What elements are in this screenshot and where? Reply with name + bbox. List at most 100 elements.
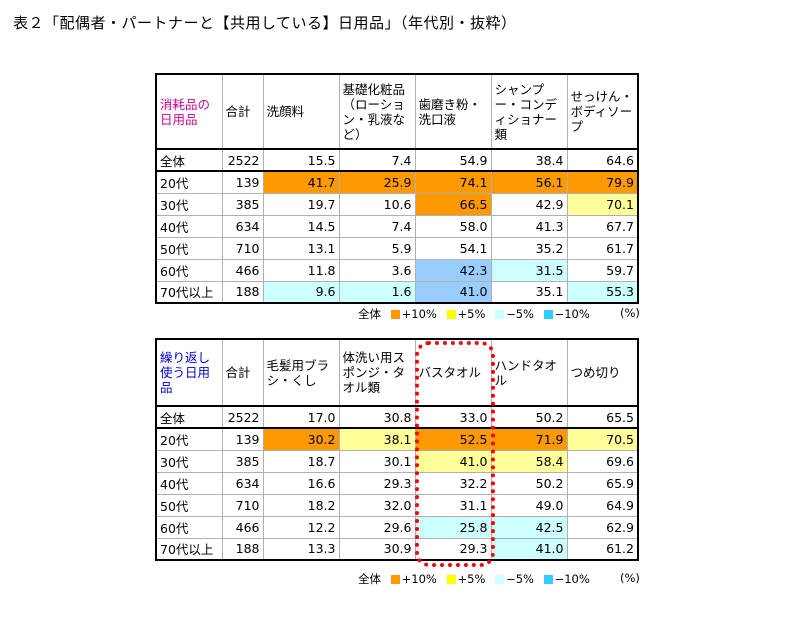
total-header: 合計 [221, 73, 264, 150]
table-row: 40代 634 14.5 7.4 58.0 41.3 67.7 [155, 214, 639, 238]
table-row: 60代 466 11.8 3.6 42.3 31.5 59.7 [155, 258, 639, 282]
age-group-label: 50代 [155, 236, 223, 260]
value-cell: 7.4 [338, 214, 416, 238]
value-cell: 41.3 [490, 214, 568, 238]
table-row: 50代 710 13.1 5.9 54.1 35.2 61.7 [155, 236, 639, 260]
table-row: 30代 385 18.7 30.1 41.0 58.4 69.6 [155, 449, 639, 473]
value-cell: 64.6 [566, 148, 639, 172]
value-cell: 42.9 [490, 192, 568, 216]
value-cell: 41.0 [414, 449, 492, 473]
column-header: つめ切り [566, 338, 639, 407]
value-cell: 25.9 [338, 170, 416, 194]
age-group-label: 30代 [155, 192, 223, 216]
legend-plus5: +5% [457, 307, 486, 321]
value-cell: 55.3 [566, 280, 639, 304]
value-cell: 29.3 [414, 537, 492, 561]
sample-size: 2522 [221, 405, 264, 429]
legend-plus5: +5% [457, 572, 486, 586]
value-cell: 13.3 [262, 537, 340, 561]
bath-towel-highlight-frame [415, 341, 495, 567]
value-cell: 54.9 [414, 148, 492, 172]
value-cell: 25.8 [414, 515, 492, 539]
column-header: せっけん・ボディソープ [566, 73, 639, 150]
value-cell: 30.8 [338, 405, 416, 429]
value-cell: 35.1 [490, 280, 568, 304]
plus5-swatch-icon [446, 574, 456, 584]
value-cell: 38.1 [338, 427, 416, 451]
value-cell: 9.6 [262, 280, 340, 304]
unit-label-1: (%) [620, 306, 640, 320]
sample-size: 466 [221, 258, 264, 282]
age-group-label: 60代 [155, 515, 223, 539]
value-cell: 16.6 [262, 471, 340, 495]
age-group-label: 50代 [155, 493, 223, 517]
sample-size: 634 [221, 214, 264, 238]
legend-2: 全体 +10% +5% −5% −10% [358, 571, 590, 587]
value-cell: 7.4 [338, 148, 416, 172]
value-cell: 79.9 [566, 170, 639, 194]
column-header: ハンドタオル [490, 338, 568, 407]
legend-1: 全体 +10% +5% −5% −10% [358, 306, 590, 322]
age-group-label: 30代 [155, 449, 223, 473]
value-cell: 38.4 [490, 148, 568, 172]
header-row: 繰り返し 使う日用品 合計 毛髪用ブラシ・くし 体洗い用スポンジ・タオル類 バスタオルハ… [155, 338, 639, 407]
table-row: 70代以上 188 9.6 1.6 41.0 35.1 55.3 [155, 280, 639, 304]
value-cell: 32.0 [338, 493, 416, 517]
value-cell: 62.9 [566, 515, 639, 539]
value-cell: 66.5 [414, 192, 492, 216]
value-cell: 29.3 [338, 471, 416, 495]
value-cell: 1.6 [338, 280, 416, 304]
value-cell: 65.5 [566, 405, 639, 429]
column-header: 体洗い用スポンジ・タオル類 [338, 338, 416, 407]
sample-size: 2522 [221, 148, 264, 172]
value-cell: 29.6 [338, 515, 416, 539]
value-cell: 70.5 [566, 427, 639, 451]
value-cell: 30.2 [262, 427, 340, 451]
sample-size: 139 [221, 170, 264, 194]
age-group-label: 70代以上 [155, 537, 223, 561]
value-cell: 70.1 [566, 192, 639, 216]
column-header: 歯磨き粉・洗口液 [414, 73, 492, 150]
minus10-swatch-icon [543, 574, 553, 584]
value-cell: 18.7 [262, 449, 340, 473]
value-cell: 42.3 [414, 258, 492, 282]
value-cell: 15.5 [262, 148, 340, 172]
legend-plus10: +10% [401, 307, 437, 321]
reusable-items-table: 繰り返し 使う日用品 合計 毛髪用ブラシ・くし 体洗い用スポンジ・タオル類 バスタオルハ… [155, 338, 639, 561]
value-cell: 71.9 [490, 427, 568, 451]
value-cell: 59.7 [566, 258, 639, 282]
value-cell: 35.2 [490, 236, 568, 260]
sample-size: 710 [221, 493, 264, 517]
minus5-swatch-icon [495, 309, 505, 319]
table-category-label: 消耗品の 日用品 [155, 73, 223, 150]
legend-label: 全体 [358, 572, 381, 586]
sample-size: 139 [221, 427, 264, 451]
value-cell: 58.4 [490, 449, 568, 473]
age-group-label: 全体 [155, 148, 223, 172]
age-group-label: 70代以上 [155, 280, 223, 304]
value-cell: 50.2 [490, 405, 568, 429]
value-cell: 61.2 [566, 537, 639, 561]
value-cell: 31.5 [490, 258, 568, 282]
value-cell: 67.7 [566, 214, 639, 238]
value-cell: 54.1 [414, 236, 492, 260]
value-cell: 41.0 [490, 537, 568, 561]
value-cell: 74.1 [414, 170, 492, 194]
value-cell: 30.1 [338, 449, 416, 473]
page-title: 表２「配偶者・パートナーと【共用している】日用品」（年代別・抜粋） [13, 14, 517, 32]
age-group-label: 40代 [155, 214, 223, 238]
total-header: 合計 [221, 338, 264, 407]
sample-size: 385 [221, 192, 264, 216]
value-cell: 64.9 [566, 493, 639, 517]
value-cell: 41.0 [414, 280, 492, 304]
value-cell: 14.5 [262, 214, 340, 238]
table-row: 60代 466 12.2 29.6 25.8 42.5 62.9 [155, 515, 639, 539]
legend-minus10: −10% [554, 307, 590, 321]
sample-size: 188 [221, 537, 264, 561]
column-header: バスタオル [414, 338, 492, 407]
column-header: 洗顔料 [262, 73, 340, 150]
minus5-swatch-icon [495, 574, 505, 584]
table-row: 70代以上 188 13.3 30.9 29.3 41.0 61.2 [155, 537, 639, 561]
table-row: 20代 139 41.7 25.9 74.1 56.1 79.9 [155, 170, 639, 194]
age-group-label: 20代 [155, 170, 223, 194]
